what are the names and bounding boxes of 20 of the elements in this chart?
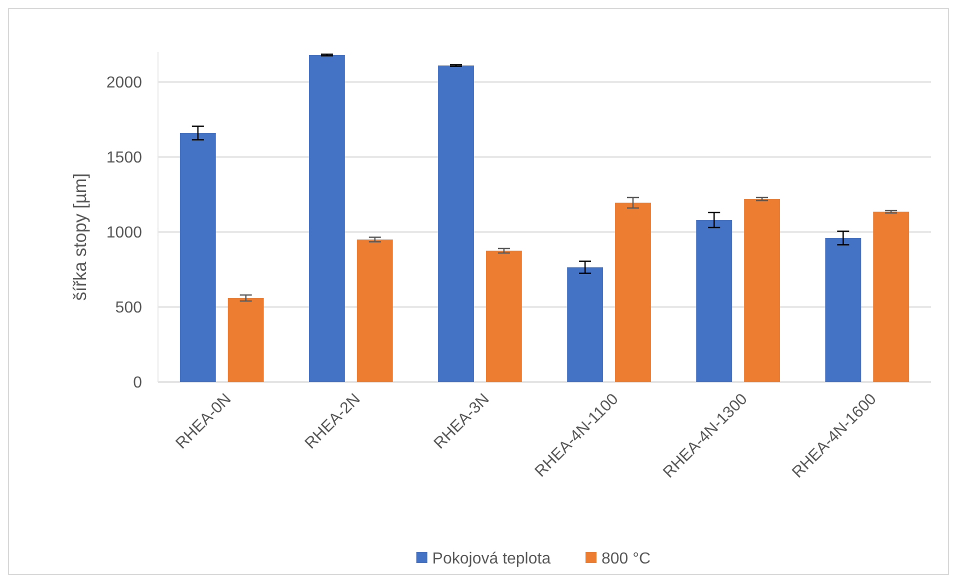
bar (228, 298, 264, 382)
bar (486, 250, 522, 382)
y-tick-label: 1000 (106, 224, 142, 242)
bar (567, 267, 604, 382)
bar (873, 212, 910, 382)
bar (744, 199, 780, 382)
bar (308, 55, 345, 382)
bar (438, 66, 474, 382)
y-tick-label: 500 (115, 300, 142, 317)
y-tick-label: 0 (133, 374, 142, 392)
y-tick-label: 1500 (106, 150, 142, 167)
bar (825, 238, 862, 382)
y-axis-title: šířka stopy [µm] (70, 173, 90, 301)
bar (356, 240, 393, 382)
bar (180, 133, 216, 382)
legend-label: Pokojová teplota (432, 550, 551, 568)
bar (615, 202, 651, 382)
y-tick-label: 2000 (106, 74, 142, 92)
legend-label: 800 °C (602, 550, 651, 568)
bar (696, 220, 732, 382)
